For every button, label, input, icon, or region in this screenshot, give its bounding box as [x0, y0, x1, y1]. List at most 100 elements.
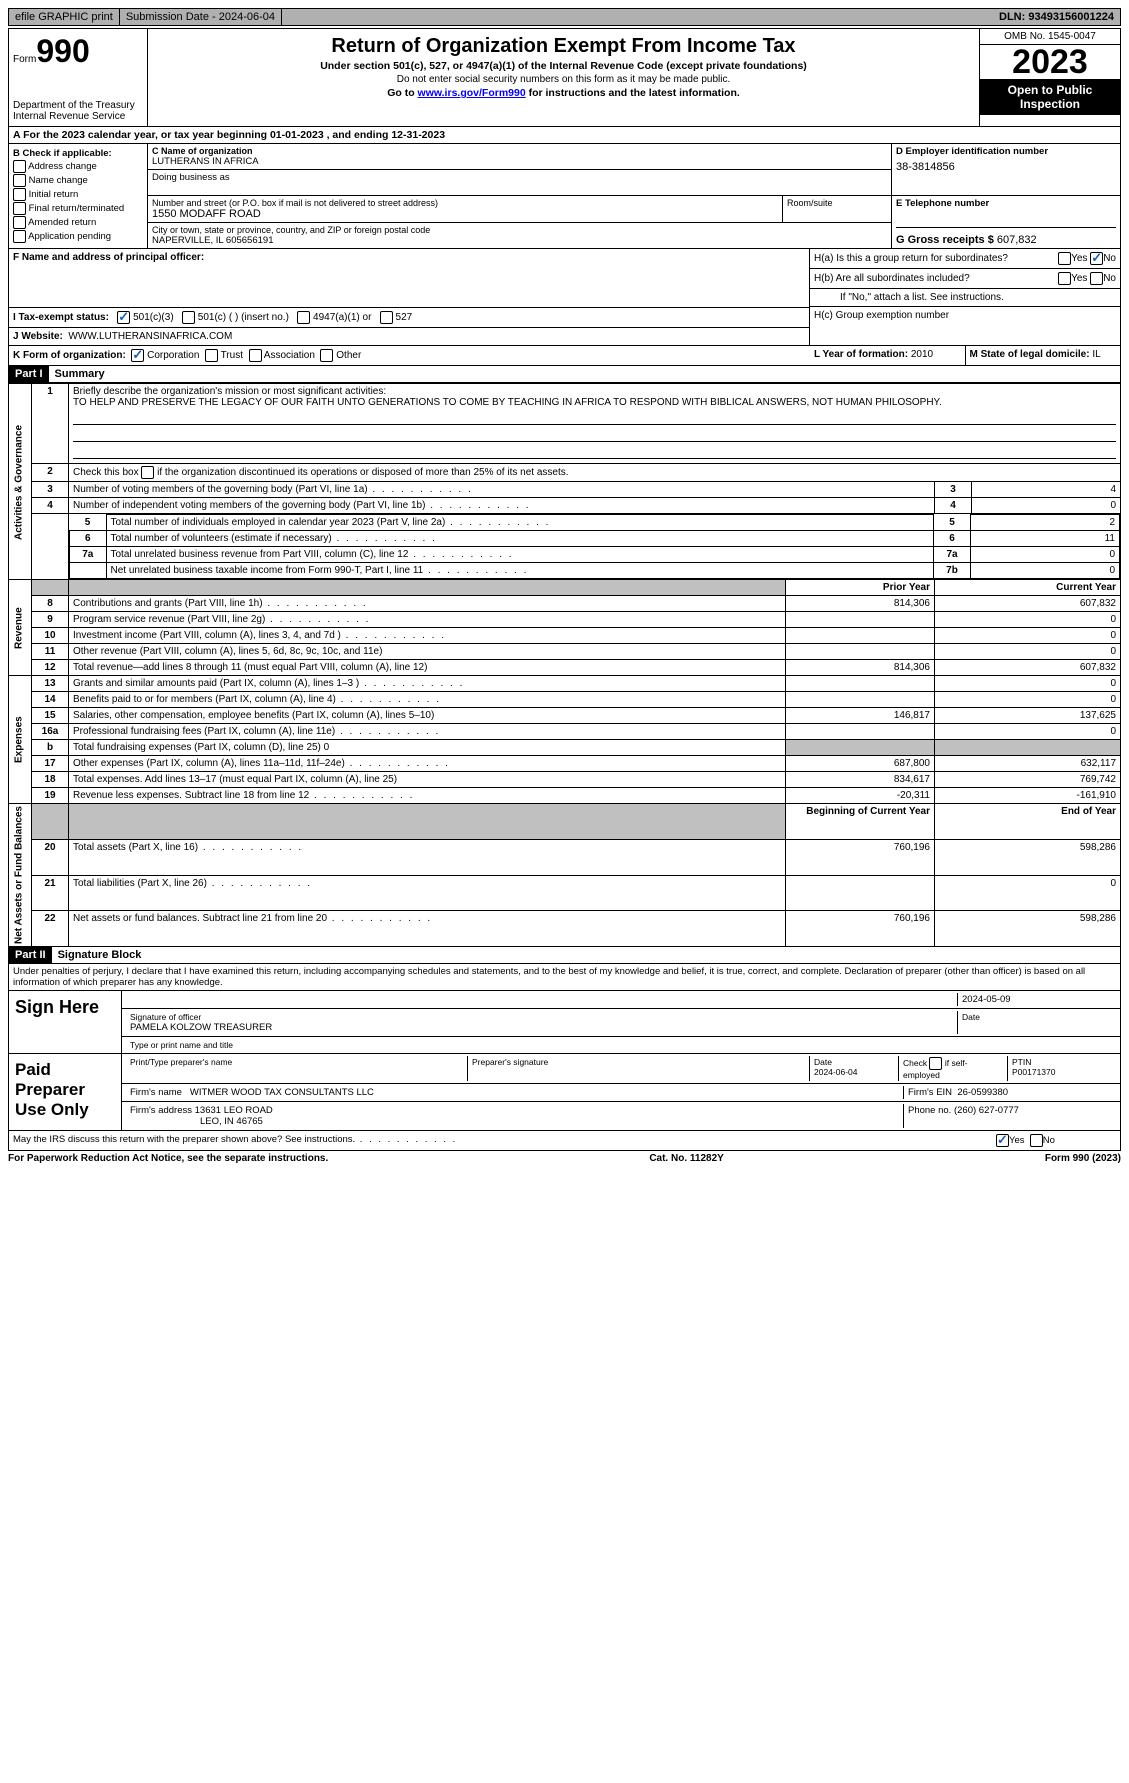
- col-current: Current Year: [935, 580, 1121, 596]
- check-app-pending[interactable]: Application pending: [13, 230, 143, 243]
- col-prior: Prior Year: [786, 580, 935, 596]
- check-name-change[interactable]: Name change: [13, 174, 143, 187]
- info-grid: B Check if applicable: Address change Na…: [8, 144, 1121, 249]
- box-g: G Gross receipts $ 607,832: [896, 228, 1116, 246]
- form-title: Return of Organization Exempt From Incom…: [152, 35, 975, 58]
- sig-date-label: Date: [958, 1011, 1116, 1034]
- check-discuss-yes[interactable]: [996, 1134, 1009, 1147]
- exp-row-13: Expenses13Grants and similar amounts pai…: [9, 676, 1121, 692]
- firm-phone: Phone no. (260) 627-0777: [904, 1104, 1116, 1128]
- check-trust[interactable]: [205, 349, 218, 362]
- check-self-employed: Check if self-employed: [899, 1056, 1008, 1081]
- check-assoc[interactable]: [249, 349, 262, 362]
- dept-label: Department of the Treasury Internal Reve…: [13, 100, 143, 122]
- check-hb-no[interactable]: [1090, 272, 1103, 285]
- box-c-name: C Name of organization LUTHERANS IN AFRI…: [148, 144, 891, 170]
- footer-right: Form 990 (2023): [1045, 1153, 1121, 1164]
- section-net: Net Assets or Fund Balances: [9, 804, 32, 947]
- check-4947[interactable]: [297, 311, 310, 324]
- section-exp: Expenses: [9, 676, 32, 804]
- rev-row-9: 9Program service revenue (Part VIII, lin…: [9, 612, 1121, 628]
- check-ha-yes[interactable]: [1058, 252, 1071, 265]
- box-c-dba: Doing business as: [148, 170, 891, 195]
- box-d: D Employer identification number 38-3814…: [892, 144, 1120, 195]
- form-header: Form990 Department of the Treasury Inter…: [8, 28, 1121, 127]
- box-b: B Check if applicable: Address change Na…: [9, 144, 148, 248]
- exp-row-17: 17Other expenses (Part IX, column (A), l…: [9, 756, 1121, 772]
- irs-link[interactable]: www.irs.gov/Form990: [418, 87, 526, 99]
- box-f: F Name and address of principal officer:: [9, 249, 809, 308]
- section-gov: Activities & Governance: [9, 384, 32, 580]
- box-k: K Form of organization: Corporation Trus…: [9, 346, 810, 365]
- check-527[interactable]: [380, 311, 393, 324]
- check-501c3[interactable]: [117, 311, 130, 324]
- subtitle-1: Under section 501(c), 527, or 4947(a)(1)…: [152, 60, 975, 72]
- part1-header: Part I Summary: [8, 366, 1121, 383]
- page-footer: For Paperwork Reduction Act Notice, see …: [8, 1151, 1121, 1166]
- signature-block: Sign Here 2024-05-09 Signature of office…: [8, 991, 1121, 1151]
- exp-row-16a: 16aProfessional fundraising fees (Part I…: [9, 724, 1121, 740]
- box-ha: H(a) Is this a group return for subordin…: [810, 249, 1120, 269]
- f-h-grid: F Name and address of principal officer:…: [8, 249, 1121, 346]
- rev-row-10: 10Investment income (Part VIII, column (…: [9, 628, 1121, 644]
- firm-ein: Firm's EIN 26-0599380: [904, 1086, 1116, 1099]
- gov-row-4: 4Number of independent voting members of…: [9, 498, 1121, 514]
- box-c-room: Room/suite: [783, 196, 891, 222]
- box-i: I Tax-exempt status: 501(c)(3) 501(c) ( …: [9, 308, 809, 328]
- ptin: PTINP00171370: [1008, 1056, 1116, 1081]
- tax-year: 2023: [980, 45, 1120, 79]
- prep-name-label: Print/Type preparer's name: [126, 1056, 468, 1081]
- exp-row-15: 15Salaries, other compensation, employee…: [9, 708, 1121, 724]
- check-discuss-no[interactable]: [1030, 1134, 1043, 1147]
- box-l: L Year of formation: 2010: [810, 346, 966, 365]
- line-a: A For the 2023 calendar year, or tax yea…: [8, 127, 1121, 144]
- sig-date-value: 2024-05-09: [958, 993, 1116, 1006]
- check-other[interactable]: [320, 349, 333, 362]
- section-rev: Revenue: [9, 580, 32, 676]
- gov-row-3: 3Number of voting members of the governi…: [9, 482, 1121, 498]
- box-c-address: Number and street (or P.O. box if mail i…: [148, 196, 783, 222]
- footer-left: For Paperwork Reduction Act Notice, see …: [8, 1153, 328, 1164]
- exp-row-18: 18Total expenses. Add lines 13–17 (must …: [9, 772, 1121, 788]
- check-ha-no[interactable]: [1090, 252, 1103, 265]
- exp-row-19: 19Revenue less expenses. Subtract line 1…: [9, 788, 1121, 804]
- paid-preparer-label: Paid Preparer Use Only: [9, 1054, 122, 1130]
- rev-row-12: 12Total revenue—add lines 8 through 11 (…: [9, 660, 1121, 676]
- check-initial-return[interactable]: Initial return: [13, 188, 143, 201]
- exp-row-16b: bTotal fundraising expenses (Part IX, co…: [9, 740, 1121, 756]
- top-bar: efile GRAPHIC print Submission Date - 20…: [8, 8, 1121, 26]
- check-address-change[interactable]: Address change: [13, 160, 143, 173]
- submission-date: Submission Date - 2024-06-04: [120, 9, 282, 25]
- check-501c[interactable]: [182, 311, 195, 324]
- part2-header: Part II Signature Block: [8, 947, 1121, 964]
- check-final-return[interactable]: Final return/terminated: [13, 202, 143, 215]
- firm-address: Firm's address 13631 LEO ROAD LEO, IN 46…: [126, 1104, 904, 1128]
- box-hc: H(c) Group exemption number: [810, 307, 1120, 324]
- col-begin: Beginning of Current Year: [786, 804, 935, 840]
- firm-name: Firm's name WITMER WOOD TAX CONSULTANTS …: [126, 1086, 904, 1099]
- box-m: M State of legal domicile: IL: [966, 346, 1121, 365]
- box-e: E Telephone number: [896, 198, 1116, 228]
- net-row-21: 21Total liabilities (Part X, line 26)0: [9, 875, 1121, 911]
- open-public-badge: Open to Public Inspection: [980, 79, 1120, 115]
- officer-name: PAMELA KOLZOW TREASURER: [130, 1022, 953, 1033]
- net-row-20: 20Total assets (Part X, line 16)760,1965…: [9, 839, 1121, 875]
- efile-label: efile GRAPHIC print: [9, 9, 120, 25]
- box-b-title: B Check if applicable:: [13, 148, 143, 159]
- box-hb: H(b) Are all subordinates included? Yes …: [810, 269, 1120, 289]
- rev-row-11: 11Other revenue (Part VIII, column (A), …: [9, 644, 1121, 660]
- check-corp[interactable]: [131, 349, 144, 362]
- line-1: Briefly describe the organization's miss…: [69, 384, 1121, 464]
- sign-here-label: Sign Here: [9, 991, 122, 1053]
- check-line2[interactable]: [141, 466, 154, 479]
- rev-row-8: 8Contributions and grants (Part VIII, li…: [9, 596, 1121, 612]
- type-name-label: Type or print name and title: [126, 1039, 237, 1051]
- prep-sig-label: Preparer's signature: [468, 1056, 810, 1081]
- check-hb-yes[interactable]: [1058, 272, 1071, 285]
- col-end: End of Year: [935, 804, 1121, 840]
- klm-row: K Form of organization: Corporation Trus…: [8, 346, 1121, 366]
- exp-row-14: 14Benefits paid to or for members (Part …: [9, 692, 1121, 708]
- box-hb-note: If "No," attach a list. See instructions…: [810, 289, 1120, 307]
- penalty-text: Under penalties of perjury, I declare th…: [8, 964, 1121, 991]
- check-amended-return[interactable]: Amended return: [13, 216, 143, 229]
